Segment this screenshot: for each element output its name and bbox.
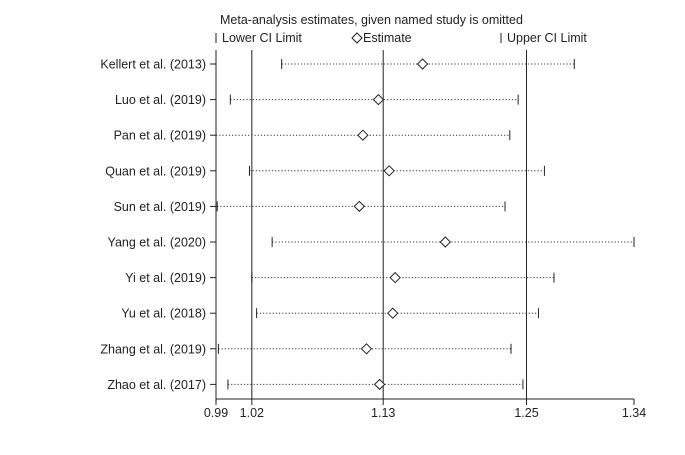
estimate-marker (383, 165, 395, 177)
legend-estimate-label: Estimate (363, 31, 412, 45)
estimate-marker (439, 236, 452, 248)
study-label: Zhao et al. (2017) (107, 378, 206, 392)
estimate-marker (353, 200, 366, 213)
study-label: Yi et al. (2019) (125, 271, 206, 285)
study-label: Kellert et al. (2013) (100, 58, 206, 72)
x-tick-label: 0.99 (204, 406, 228, 420)
x-tick-label: 1.34 (622, 406, 646, 420)
estimate-marker (357, 129, 369, 141)
study-label: Quan et al. (2019) (105, 164, 206, 178)
x-tick-label: 1.25 (514, 406, 538, 420)
legend-estimate-marker (351, 32, 363, 44)
estimate-marker (372, 93, 385, 106)
study-label: Pan et al. (2019) (114, 129, 206, 143)
plot-area: 0.99 1.02 1.13 1.25 1.34 Kellert et al. (2013… (100, 50, 646, 420)
legend-lower-label: Lower CI Limit (222, 31, 302, 45)
chart-title: Meta-analysis estimates, given named stu… (220, 13, 523, 27)
estimate-marker (360, 343, 373, 355)
study-label: Luo et al. (2019) (115, 93, 206, 107)
estimate-marker (373, 378, 386, 391)
study-label: Yang et al. (2020) (108, 236, 206, 250)
study-label: Yu et al. (2018) (121, 307, 206, 321)
study-label: Sun et al. (2019) (114, 200, 206, 214)
legend: Lower CI Limit Estimate Upper CI Limit (215, 31, 587, 45)
x-tick-label: 1.02 (240, 406, 264, 420)
estimate-marker (387, 307, 399, 319)
estimate-marker (389, 271, 401, 284)
legend-upper-label: Upper CI Limit (507, 31, 587, 45)
study-label: Zhang et al. (2019) (100, 342, 206, 356)
x-tick-label: 1.13 (371, 406, 395, 420)
estimate-marker (416, 58, 429, 70)
